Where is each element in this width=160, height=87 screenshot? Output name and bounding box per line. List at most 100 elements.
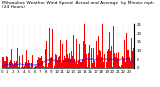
Point: [102, 58, 104, 59]
Point: [132, 62, 135, 64]
Point: [114, 59, 116, 60]
Point: [6, 63, 9, 64]
Point: [13, 63, 16, 64]
Point: [119, 58, 122, 59]
Point: [1, 65, 4, 66]
Point: [15, 62, 18, 63]
Point: [12, 64, 15, 65]
Point: [4, 64, 6, 66]
Point: [102, 58, 105, 60]
Point: [81, 59, 84, 60]
Point: [104, 58, 107, 60]
Point: [40, 63, 42, 64]
Point: [110, 58, 113, 60]
Point: [115, 59, 117, 61]
Point: [99, 58, 101, 59]
Point: [16, 64, 19, 65]
Point: [81, 60, 84, 61]
Point: [3, 63, 6, 64]
Point: [32, 64, 34, 65]
Point: [74, 60, 77, 62]
Point: [113, 59, 116, 60]
Point: [2, 64, 4, 66]
Point: [50, 58, 52, 59]
Point: [7, 63, 10, 65]
Point: [66, 60, 68, 61]
Point: [125, 57, 127, 58]
Point: [87, 59, 90, 60]
Point: [108, 58, 111, 59]
Point: [52, 59, 54, 61]
Point: [105, 57, 107, 59]
Point: [99, 58, 101, 59]
Point: [130, 59, 132, 61]
Point: [132, 62, 134, 63]
Point: [26, 63, 28, 65]
Point: [17, 63, 20, 65]
Point: [20, 64, 23, 65]
Point: [43, 60, 46, 61]
Point: [88, 58, 90, 59]
Point: [86, 58, 88, 59]
Point: [3, 64, 5, 66]
Point: [130, 60, 133, 62]
Point: [59, 61, 62, 63]
Point: [12, 63, 15, 64]
Point: [98, 58, 101, 60]
Point: [87, 57, 89, 59]
Point: [76, 60, 79, 62]
Point: [58, 61, 61, 62]
Point: [73, 60, 76, 62]
Point: [18, 64, 21, 65]
Point: [89, 58, 92, 60]
Point: [27, 63, 30, 64]
Point: [45, 59, 47, 60]
Point: [28, 63, 31, 64]
Point: [65, 60, 68, 61]
Point: [118, 59, 121, 60]
Point: [84, 57, 87, 58]
Point: [62, 60, 65, 61]
Point: [105, 58, 108, 59]
Point: [84, 58, 86, 60]
Point: [23, 63, 26, 65]
Point: [34, 64, 37, 65]
Point: [66, 60, 69, 61]
Point: [83, 58, 86, 60]
Point: [70, 60, 72, 61]
Point: [98, 58, 100, 59]
Point: [17, 63, 19, 64]
Point: [51, 59, 54, 60]
Point: [57, 60, 59, 61]
Point: [74, 60, 77, 62]
Point: [58, 60, 61, 61]
Point: [1, 64, 3, 66]
Point: [21, 63, 24, 64]
Point: [72, 60, 75, 61]
Point: [103, 58, 105, 60]
Point: [27, 64, 30, 65]
Point: [33, 64, 36, 65]
Point: [124, 57, 127, 59]
Point: [36, 63, 38, 65]
Point: [104, 58, 106, 59]
Point: [121, 58, 124, 59]
Point: [128, 58, 131, 59]
Point: [77, 61, 79, 62]
Point: [111, 58, 114, 60]
Point: [129, 59, 132, 60]
Point: [121, 59, 124, 60]
Point: [10, 63, 12, 65]
Point: [79, 60, 82, 61]
Point: [64, 60, 66, 62]
Point: [22, 63, 24, 65]
Point: [1, 64, 3, 65]
Point: [111, 58, 114, 60]
Point: [61, 60, 64, 62]
Point: [80, 59, 83, 61]
Point: [14, 64, 16, 65]
Point: [96, 58, 99, 59]
Point: [24, 63, 27, 65]
Point: [124, 57, 127, 58]
Point: [98, 59, 100, 61]
